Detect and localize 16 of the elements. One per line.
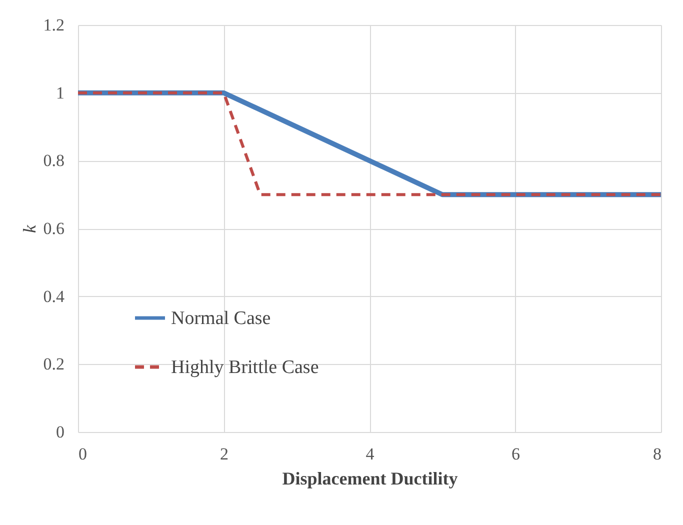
x-tick-label: 4: [366, 444, 375, 464]
y-tick-label: 0.8: [43, 151, 64, 170]
y-tick-label: 0: [56, 422, 64, 442]
y-tick-label: 1.2: [43, 16, 64, 34]
x-tick-label: 6: [512, 444, 520, 464]
y-axis-title: k: [19, 224, 40, 233]
x-axis-title: Displacement Ductility: [282, 468, 458, 488]
y-tick-label: 0.4: [43, 286, 65, 306]
legend-label: Highly Brittle Case: [171, 357, 319, 378]
legend-label: Normal Case: [171, 308, 271, 329]
y-tick-label: 0.6: [43, 219, 64, 238]
x-tick-label: 8: [653, 444, 662, 464]
y-tick-label: 1: [56, 83, 64, 102]
x-tick-label: 2: [220, 444, 228, 464]
y-tick-label: 0.2: [43, 354, 64, 374]
x-tick-label: 0: [78, 444, 87, 464]
